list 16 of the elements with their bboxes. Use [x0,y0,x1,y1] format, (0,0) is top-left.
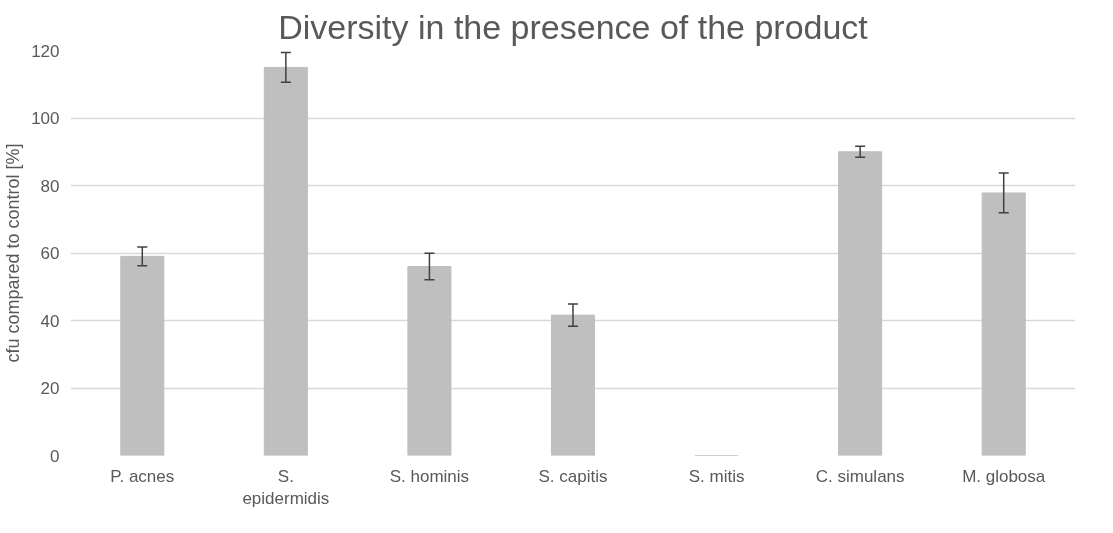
x-tick-label: M. globosa [962,466,1046,486]
x-tick-label: S. hominis [389,466,470,486]
x-tick-label: C. simulans [815,466,905,486]
chart-title: Diversity in the presence of the product [278,7,869,46]
y-tick-label: 20 [40,379,60,398]
y-axis-title: cfu compared to control [%] [3,143,24,363]
y-tick-label: 120 [31,41,60,61]
y-tick-label: 0 [50,446,60,466]
x-tick-label: P. acnes [110,466,175,486]
y-tick-label: 80 [40,176,60,196]
y-tick-label: 100 [31,109,60,128]
y-tick-label: 40 [40,311,60,331]
x-tick-label: S. capitis [538,466,608,486]
x-tick-label: S. epidermidis [242,466,330,509]
y-tick-label: 60 [40,244,60,263]
x-tick-label: S. mitis [688,466,745,486]
